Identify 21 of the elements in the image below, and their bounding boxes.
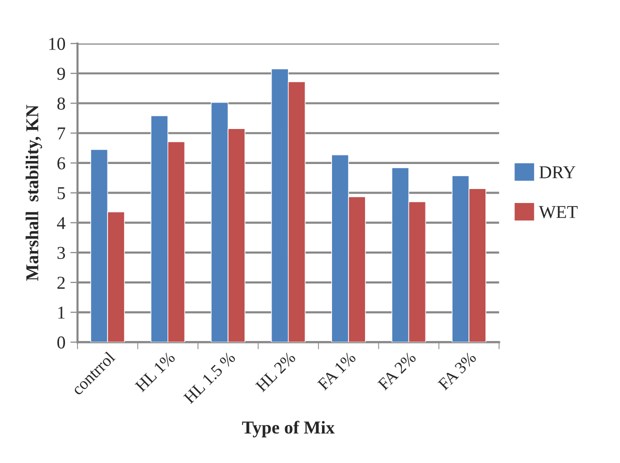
y-tick-label: 5 — [58, 187, 65, 200]
y-tick-label: 1 — [58, 306, 65, 319]
x-tick-label: FA 2% — [377, 351, 417, 391]
x-tick-label: HL 2% — [255, 351, 296, 392]
x-tick-label: HL 1% — [134, 351, 176, 392]
y-tick-label: 4 — [57, 217, 66, 229]
y-tick-label: 2 — [57, 276, 65, 289]
y-tick-label: 10 — [49, 38, 66, 50]
x-tick-label: HL 1.5 % — [183, 351, 236, 404]
y-tick-label: 7 — [58, 128, 66, 140]
x-axis-title: Type of Mix — [242, 420, 335, 438]
legend-label: DRY — [539, 166, 576, 178]
y-axis-title: Marshall stability, KN — [26, 104, 42, 281]
y-tick-label: 3 — [58, 246, 65, 260]
y-tick-label: 9 — [57, 68, 65, 80]
y-tick-label: 8 — [57, 98, 66, 110]
x-tick-label: FA 3% — [437, 351, 477, 391]
legend-label: WET — [538, 206, 578, 218]
y-tick-label: 0 — [57, 336, 66, 349]
x-tick-label: FA 1% — [317, 351, 356, 391]
y-tick-label: 6 — [57, 157, 66, 170]
